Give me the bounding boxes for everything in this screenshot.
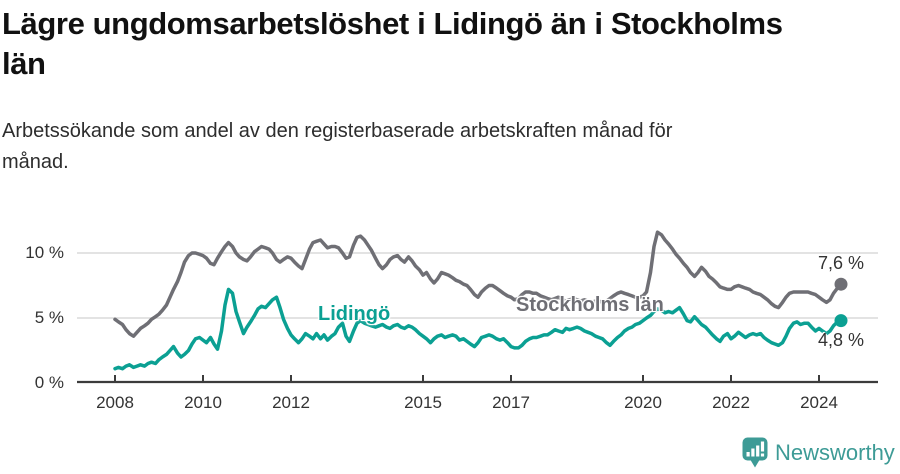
- lidingo-end-value-label: 4,8 %: [817, 330, 864, 350]
- newsworthy-logo: Newsworthy: [742, 437, 895, 469]
- stockholms-lan-end-dot: [834, 277, 848, 291]
- y-tick-label: 10 %: [25, 243, 64, 262]
- x-tick-label: 2008: [96, 393, 134, 412]
- lidingo-end-dot: [834, 314, 848, 328]
- stockholms-lan-line: [113, 230, 843, 338]
- chart-subtitle-line1: Arbetssökande som andel av den registerb…: [2, 120, 673, 142]
- chart-title-line1: Lägre ungdomsarbetslöshet i Lidingö än i…: [2, 6, 783, 41]
- chart-title-line2: län: [2, 46, 46, 81]
- x-tick-label: 2017: [492, 393, 530, 412]
- x-tick-label: 2010: [184, 393, 222, 412]
- x-tick-label: 2015: [404, 393, 442, 412]
- stockholms-lan-series-label: Stockholms län: [516, 294, 664, 316]
- x-tick-label: 2022: [712, 393, 750, 412]
- newsworthy-chart-bubble-icon: [742, 437, 768, 468]
- newsworthy-logo-text: Newsworthy: [775, 440, 895, 465]
- x-tick-label: 2020: [624, 393, 662, 412]
- lidingo-line: [113, 287, 843, 371]
- y-tick-label: 0 %: [34, 373, 64, 392]
- x-tick-label: 2024: [800, 393, 838, 412]
- chart-subtitle: Arbetssökande som andel av den registerb…: [2, 116, 822, 178]
- chart-title: Lägre ungdomsarbetslöshet i Lidingö än i…: [2, 4, 896, 84]
- chart-subtitle-line2: månad.: [2, 151, 69, 173]
- x-tick-label: 2012: [272, 393, 310, 412]
- gridlines: [77, 252, 878, 319]
- lidingo-series-label: Lidingö: [318, 303, 391, 325]
- stockholms-lan-end-value-label: 7,6 %: [817, 253, 864, 273]
- y-tick-label: 5 %: [34, 308, 64, 327]
- x-axis-ticks: [114, 375, 820, 382]
